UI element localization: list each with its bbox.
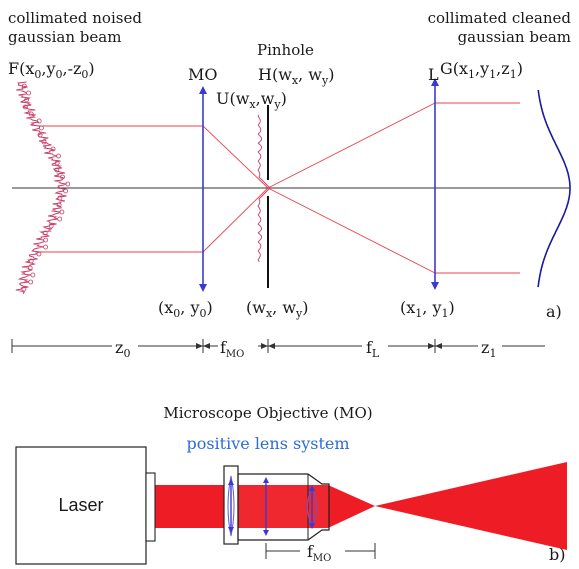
noise-ripple xyxy=(54,160,60,166)
noise-ripple xyxy=(22,104,28,110)
distance-arrowheads xyxy=(196,343,442,349)
noise-ripple xyxy=(21,83,27,89)
noise-ripple xyxy=(37,132,43,138)
converging-ray-bottom xyxy=(202,187,269,253)
l-label: L xyxy=(428,65,439,84)
noise-ripple xyxy=(36,118,42,124)
cleaned-gaussian-profile xyxy=(537,89,571,288)
noise-ripple xyxy=(63,188,68,194)
output-field-label: G(x1,y1,z1) xyxy=(440,59,523,81)
noise-ripple xyxy=(27,265,33,271)
objective-barrel xyxy=(237,473,330,541)
fourier-spectrum-profile xyxy=(257,114,271,263)
objective-lenses xyxy=(227,475,317,537)
diverging-ray-top xyxy=(267,102,436,189)
fmo-dimension xyxy=(265,543,376,559)
noise-ripple xyxy=(65,181,71,187)
diverging-ray-bottom xyxy=(267,187,436,274)
noise-ripple xyxy=(60,174,65,180)
fmo-label-b: fMO xyxy=(307,542,331,564)
noise-ripple xyxy=(59,209,65,215)
noise-ripple xyxy=(48,223,54,229)
noise-ripple xyxy=(24,97,30,103)
noise-ripple xyxy=(26,90,32,96)
laser-beam-converging xyxy=(328,485,375,528)
input-beam-title-1: collimated noised xyxy=(8,9,142,27)
panel-a-label: a) xyxy=(546,302,562,321)
mo-label: MO xyxy=(188,65,218,84)
laser-beam-collimated xyxy=(155,485,224,528)
noise-ripple xyxy=(28,279,34,285)
noise-ripple xyxy=(42,230,48,236)
noise-ripple xyxy=(39,125,44,131)
panel-b: Microscope Objective (MO) positive lens … xyxy=(15,404,567,565)
laser-beam-diverging xyxy=(375,462,567,550)
laser-output-port xyxy=(145,472,156,542)
noise-ripple xyxy=(57,216,63,222)
noise-ripple xyxy=(43,244,48,250)
noised-gaussian-profile xyxy=(15,81,68,295)
noise-ripple xyxy=(43,237,49,243)
panel-a: collimated noised gaussian beam F(x0,y0,… xyxy=(8,9,571,360)
distance-fmo: fMO xyxy=(220,338,244,360)
u-label: U(wx,wy) xyxy=(216,89,287,111)
panel-b-subtitle: positive lens system xyxy=(186,434,349,453)
noise-ripple xyxy=(57,195,63,201)
output-beam-title-2: gaussian beam xyxy=(458,28,571,46)
noise-ripple xyxy=(28,258,34,264)
noise-ripple xyxy=(28,111,34,117)
distance-z0: z0 xyxy=(115,338,130,360)
distance-fl: fL xyxy=(366,338,380,360)
panel-b-title: Microscope Objective (MO) xyxy=(163,404,372,422)
noise-ripple xyxy=(41,139,47,145)
input-field-label: F(x0,y0,-z0) xyxy=(8,59,95,81)
laser-box xyxy=(15,446,147,565)
h-label: H(wx, wy) xyxy=(258,65,334,87)
coord-plane-w: (wx, wy) xyxy=(246,298,309,320)
input-beam-title-2: gaussian beam xyxy=(8,28,121,46)
noise-ripple xyxy=(36,251,42,257)
coord-plane-1: (x1, y1) xyxy=(400,298,455,320)
noise-ripple xyxy=(30,272,36,278)
panel-b-label: b) xyxy=(549,545,565,564)
distance-z1: z1 xyxy=(481,338,496,360)
laser-beam-inside-objective xyxy=(238,485,328,528)
noise-ripple xyxy=(50,146,56,152)
laser-label: Laser xyxy=(58,495,103,515)
noise-ripple xyxy=(21,286,27,292)
converging-ray-top xyxy=(202,125,269,189)
noise-ripple xyxy=(54,167,60,173)
noise-ripple xyxy=(56,202,62,208)
noise-ripple xyxy=(56,153,61,159)
coord-plane-0: (x0, y0) xyxy=(158,298,213,320)
output-beam-title-1: collimated cleaned xyxy=(428,9,572,27)
pinhole-title: Pinhole xyxy=(257,41,314,59)
